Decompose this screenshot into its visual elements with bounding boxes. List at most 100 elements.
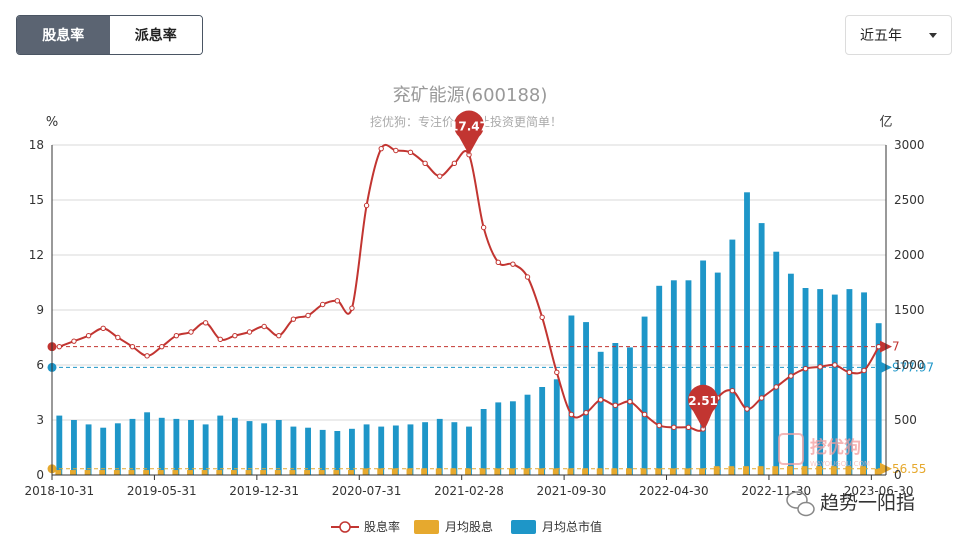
market-cap-bar [71,420,77,475]
yield-point [524,274,531,280]
right-tick-label: 3000 [894,138,925,152]
x-tick-label: 2022-04-30 [639,484,709,498]
dividend-bar [157,470,164,475]
dividend-bar [567,468,574,475]
x-tick-label: 2019-12-31 [229,484,299,498]
market-cap-bar [817,289,824,475]
yield-point [232,332,238,339]
dividend-bar [99,470,106,475]
chart-title: 兖矿能源(600188) [393,85,548,106]
dividend-bar [289,470,296,475]
dividend-bar [494,468,501,475]
yield-point [115,334,121,341]
dividend-bar [172,470,179,475]
market-cap-bar [875,323,882,475]
legend-item-yield[interactable]: 股息率 [331,519,400,534]
yield-point [495,259,501,266]
chevron-down-icon [929,33,937,38]
dividend-bar [743,466,749,475]
dividend-bar [860,466,866,475]
yield-point [597,397,604,403]
market-cap-bar [583,322,589,475]
market-cap-bar [509,401,516,475]
market-cap-bar [100,427,107,475]
time-range-value: 近五年 [860,28,902,44]
dividend-bar [874,468,881,475]
x-tick-label: 2022-11-30 [741,484,811,498]
market-cap-bar [231,417,238,475]
wechat-icon [786,491,815,517]
dividend-bar [465,468,471,475]
yield-point [832,362,838,368]
x-tick-label: 2021-02-28 [434,484,504,498]
brand-text: 趋势一阳指 [820,492,915,514]
legend-item-market-cap[interactable]: 月均总市值 [511,519,602,534]
market-cap-bar [319,429,326,475]
market-cap-bar [568,315,575,475]
yield-point [861,367,867,374]
dividend-bar [304,470,310,475]
market-cap-bar [539,387,546,475]
x-tick-label: 2018-10-31 [24,484,94,498]
dividend-bar [421,468,428,475]
yield-point [554,369,560,376]
yield-point [758,395,765,401]
yield-point [656,422,662,429]
market-cap-bar [392,425,399,475]
tab-dividend-yield[interactable]: 股息率 [17,16,110,54]
dividend-bar [728,466,735,475]
market-cap-bar [656,285,663,475]
tab-payout-ratio[interactable]: 派息率 [109,16,202,54]
market-cap-bar [802,288,809,475]
yield-point [378,145,384,152]
dividend-bar [333,470,340,475]
legend-item-dividend[interactable]: 月均股息 [414,519,493,534]
market-cap-bar [422,422,429,475]
dividend-bar [230,470,237,475]
yield-point [568,411,575,418]
market-cap-bar [758,223,765,475]
left-axis-unit: % [46,115,58,130]
market-cap-bar [627,347,633,475]
market-cap-bar [729,239,736,475]
yield-point [583,409,589,416]
dividend-bar [362,468,369,475]
yield-point [246,329,253,335]
dividend-bar [508,468,515,475]
dividend-bar [845,466,852,475]
yield-point [319,301,326,308]
market-cap-bar [202,424,209,475]
reference-label: 56.55 [892,462,926,476]
dividend-bar [84,470,91,475]
time-range-select[interactable]: 近五年 [845,15,952,55]
yield-point [349,305,355,311]
market-cap-bar [129,418,136,475]
yield-point [217,336,223,343]
yield-point [159,343,165,350]
yield-point [437,173,443,179]
brand-watermark: 趋势一阳指 [786,491,915,517]
dividend-bar [128,470,135,475]
yield-point [56,343,63,350]
dividend-bar [391,468,398,475]
market-cap-bar [144,412,151,475]
market-cap-bar [261,423,268,475]
dividend-bar [55,470,62,475]
yield-point [173,332,180,339]
dividend-bar [684,468,691,475]
dividend-bar [406,468,413,475]
left-tick-label: 15 [29,193,44,207]
watermark-logo: 挖优狗 WAYOUGOU.COM [778,433,870,468]
market-cap-bar [846,289,853,475]
yield-point [627,398,633,405]
yield-point [773,384,779,390]
dividend-bar [348,470,354,475]
dividend-bar [245,470,252,475]
yield-point [802,365,809,372]
yield-point [480,224,487,231]
reference-label: 977.97 [892,360,934,374]
marker-pin [454,110,484,155]
dividend-bar [786,466,793,475]
yield-point [276,332,282,339]
